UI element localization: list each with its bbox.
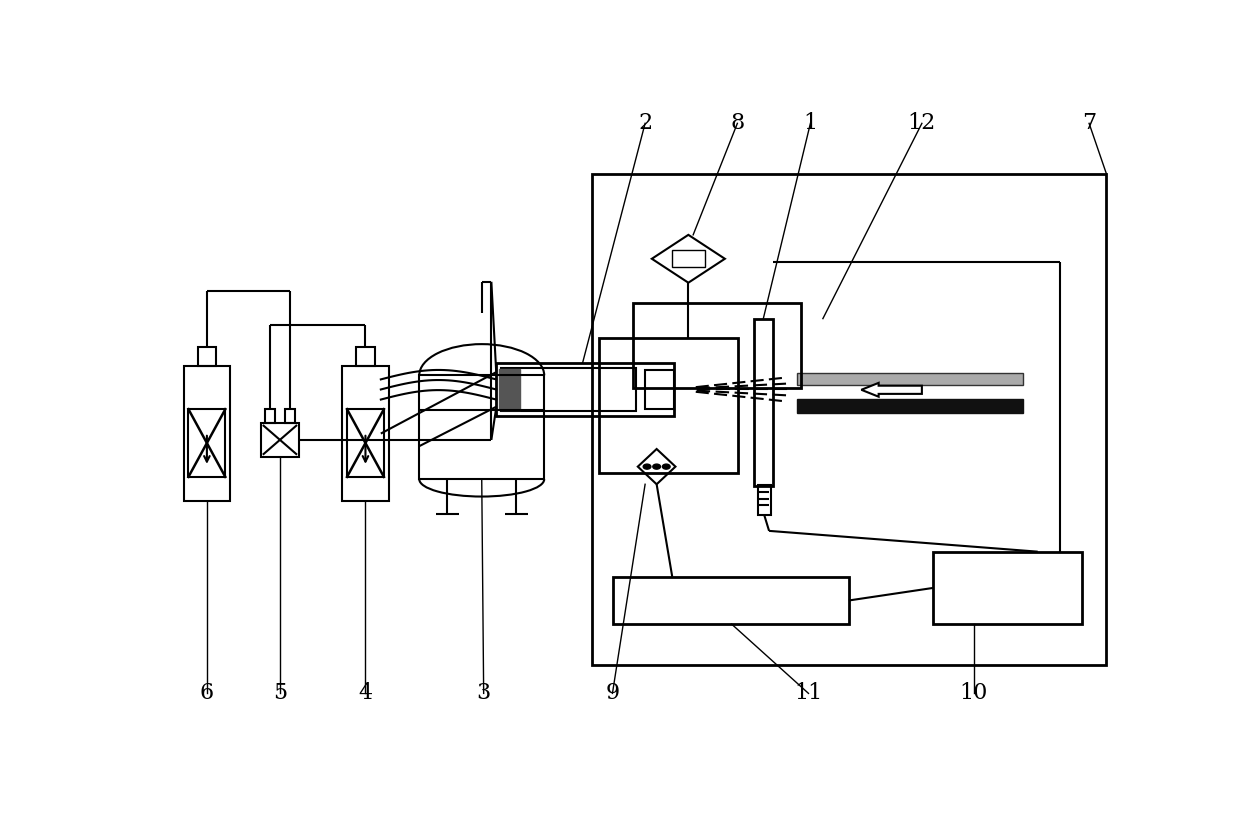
- Text: 3: 3: [476, 682, 491, 704]
- Bar: [356, 347, 374, 366]
- Circle shape: [662, 464, 670, 470]
- Bar: [593, 173, 1106, 665]
- Bar: [284, 409, 295, 423]
- Text: 2: 2: [639, 112, 652, 134]
- Polygon shape: [652, 235, 725, 283]
- Text: 11: 11: [795, 682, 822, 704]
- Bar: [599, 338, 738, 473]
- FancyArrow shape: [862, 383, 921, 397]
- Text: 6: 6: [200, 682, 215, 704]
- Bar: [188, 409, 226, 477]
- Text: 10: 10: [960, 682, 988, 704]
- Bar: [260, 423, 299, 457]
- Bar: [758, 485, 771, 515]
- Text: 8: 8: [730, 112, 744, 134]
- Bar: [496, 362, 675, 416]
- Bar: [197, 347, 216, 366]
- Bar: [614, 577, 849, 624]
- Circle shape: [652, 464, 661, 470]
- Bar: [342, 366, 388, 501]
- Bar: [347, 409, 384, 477]
- Bar: [498, 369, 521, 410]
- Circle shape: [644, 464, 651, 470]
- Text: 12: 12: [908, 112, 936, 134]
- Bar: [264, 409, 275, 423]
- Bar: [184, 366, 229, 501]
- Bar: [934, 551, 1083, 624]
- Bar: [797, 399, 1023, 413]
- Text: 7: 7: [1083, 112, 1096, 134]
- Text: 4: 4: [358, 682, 372, 704]
- Bar: [754, 318, 773, 486]
- Bar: [419, 375, 544, 479]
- Bar: [672, 250, 704, 267]
- Text: 5: 5: [273, 682, 286, 704]
- Bar: [501, 368, 635, 411]
- Text: 9: 9: [605, 682, 620, 704]
- Text: 1: 1: [804, 112, 817, 134]
- Polygon shape: [637, 449, 676, 484]
- Bar: [632, 303, 801, 388]
- Bar: [645, 371, 675, 409]
- Bar: [797, 373, 1023, 384]
